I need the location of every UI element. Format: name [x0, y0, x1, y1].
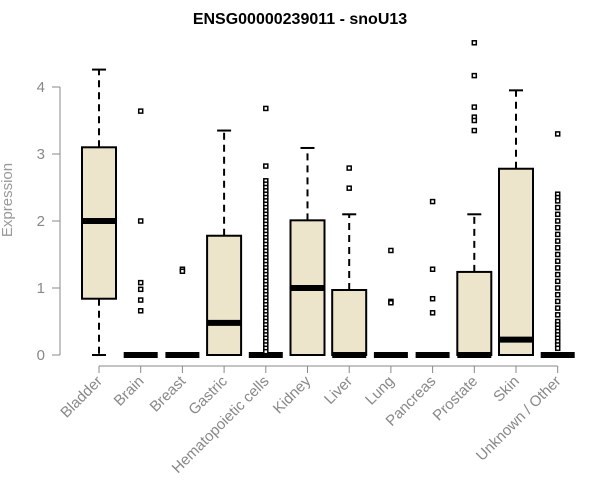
- outlier-point: [388, 299, 394, 306]
- outlier-point: [554, 305, 561, 311]
- x-tick-label: Prostate: [430, 373, 482, 425]
- outlier-point: [263, 163, 269, 169]
- outlier-point: [554, 211, 561, 218]
- outlier-point: [554, 258, 561, 264]
- y-axis: 0 1 2 3 4: [37, 79, 61, 364]
- box-prostate: [456, 40, 493, 358]
- x-tick-label: Skin: [490, 373, 523, 406]
- outlier-point: [429, 266, 436, 272]
- x-tick-label: Breast: [147, 372, 190, 415]
- x-tick-label: Brain: [111, 373, 148, 410]
- outlier-point: [429, 295, 436, 302]
- outlier-point: [137, 218, 144, 224]
- box-unknown-other: [540, 131, 575, 358]
- outlier-point: [471, 104, 478, 110]
- box-skin: [498, 89, 534, 356]
- box-breast: [165, 266, 200, 358]
- outlier-point: [471, 40, 478, 46]
- outlier-point: [137, 286, 144, 293]
- box-bladder: [81, 68, 117, 356]
- y-tick-label: 2: [37, 213, 45, 230]
- chart-title: ENSG00000239011 - snoU13: [193, 11, 407, 28]
- outlier-point: [137, 108, 144, 114]
- outlier-point: [554, 271, 561, 278]
- outlier-point: [554, 291, 561, 298]
- box-pancreas: [415, 198, 450, 358]
- outlier-point: [554, 245, 561, 251]
- outlier-point: [471, 127, 478, 134]
- box-body: [331, 289, 368, 357]
- outlier-point: [554, 251, 561, 258]
- outlier-point: [554, 345, 561, 352]
- x-tick-label: Bladder: [57, 373, 106, 422]
- outlier-point: [554, 298, 561, 305]
- box-lung: [373, 247, 408, 358]
- y-tick-label: 0: [37, 347, 45, 364]
- outlier-point: [429, 198, 436, 205]
- y-tick-label: 3: [37, 146, 45, 163]
- outlier-point: [429, 310, 436, 316]
- box-body: [206, 234, 243, 357]
- y-axis-label: Expression: [0, 163, 16, 237]
- outlier-point: [263, 105, 269, 112]
- outlier-point: [554, 278, 561, 285]
- box-body: [456, 270, 493, 357]
- y-tick-label: 1: [37, 280, 45, 297]
- outlier-point: [137, 297, 144, 303]
- outlier-point: [554, 131, 561, 137]
- outlier-point: [471, 117, 478, 124]
- outlier-point: [554, 198, 561, 204]
- outlier-point: [346, 185, 352, 191]
- box-gastric: [206, 129, 243, 357]
- outlier-point: [554, 224, 561, 231]
- outlier-point: [179, 268, 186, 274]
- x-tick-label: Kidney: [270, 372, 315, 417]
- outlier-point: [554, 265, 561, 271]
- outlier-point: [263, 348, 269, 355]
- x-tick-label: Lung: [362, 373, 398, 409]
- box-brain: [123, 108, 158, 358]
- outlier-point: [554, 238, 561, 244]
- outlier-point: [554, 231, 561, 238]
- box-liver: [331, 165, 368, 358]
- outlier-point: [554, 312, 561, 318]
- y-tick-label: 4: [37, 79, 45, 96]
- outlier-point: [137, 308, 144, 314]
- outlier-point: [388, 247, 394, 254]
- box-hematopoietic-cells: [248, 105, 283, 358]
- outlier-point: [137, 279, 144, 286]
- boxes-layer: [81, 40, 575, 358]
- outlier-point: [554, 285, 561, 291]
- x-tick-label: Liver: [321, 373, 356, 408]
- box-kidney: [289, 146, 326, 356]
- box-body: [498, 167, 534, 356]
- outlier-point: [554, 204, 561, 211]
- outlier-point: [346, 165, 352, 171]
- outlier-point: [471, 72, 478, 79]
- outlier-point: [554, 218, 561, 224]
